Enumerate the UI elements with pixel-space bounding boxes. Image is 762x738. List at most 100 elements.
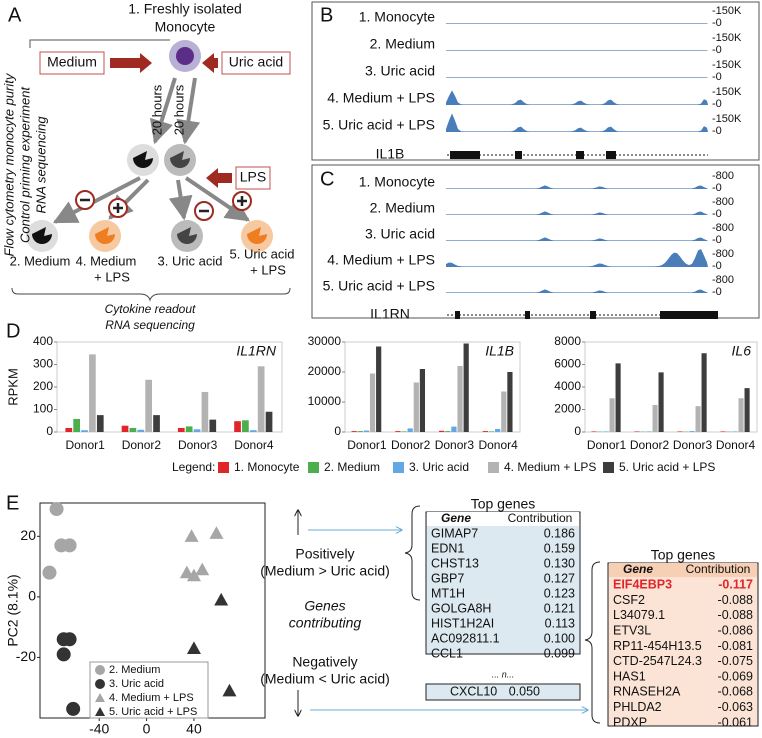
bar xyxy=(591,431,597,432)
annotation: contributing xyxy=(289,615,362,631)
table-cell: 0.099 xyxy=(544,646,575,660)
x-tick-label: Donor2 xyxy=(630,438,670,452)
chart-title: IL1RN xyxy=(236,343,277,359)
x-tick-label: -40 xyxy=(89,721,109,737)
bar xyxy=(419,369,426,432)
table-cell: ETV3L xyxy=(613,623,651,637)
y-tick-label: 300 xyxy=(33,357,53,371)
coverage-track xyxy=(446,185,708,189)
arrow xyxy=(184,176,250,222)
y-tick-label: 20 xyxy=(20,527,36,543)
bar xyxy=(81,430,88,432)
bar xyxy=(463,343,469,432)
table-frame xyxy=(607,562,759,727)
table-cell: -0.117 xyxy=(718,578,753,592)
track-label: 2. Medium xyxy=(370,36,435,52)
panel-frame xyxy=(311,164,760,319)
gene-exon xyxy=(660,311,670,319)
panel-label: C xyxy=(320,168,334,190)
bar xyxy=(457,366,463,432)
legend-label: 5. Uric acid + LPS xyxy=(109,706,197,718)
edge-label: 20 hours xyxy=(171,84,186,135)
table-cell: 0.050 xyxy=(509,684,540,698)
panel-frame xyxy=(311,1,760,161)
legend-marker xyxy=(95,665,105,675)
bar xyxy=(720,431,726,432)
arrow xyxy=(176,77,201,145)
table-cell: -0.075 xyxy=(718,654,753,668)
bar xyxy=(96,415,104,432)
y-tick-label: 6000 xyxy=(554,357,581,371)
track-scale: -0 xyxy=(712,125,722,137)
bar xyxy=(73,418,81,432)
x-tick-label: Donor3 xyxy=(178,438,218,452)
x-tick-label: Donor3 xyxy=(435,438,475,452)
track-scale: -800 xyxy=(712,222,734,234)
panel-label: A xyxy=(8,4,22,26)
table-cell: L34079.1 xyxy=(613,608,665,622)
bar xyxy=(137,429,145,432)
node-label: + LPS xyxy=(94,269,130,284)
gene-exon xyxy=(455,311,460,319)
bar xyxy=(646,431,652,432)
track-scale: -150K xyxy=(712,59,742,71)
sign-icons xyxy=(75,190,252,221)
y-axis-label: PC2 (8.1%) xyxy=(5,574,21,646)
legend-frame xyxy=(89,661,209,719)
bar xyxy=(413,382,419,432)
gene-exon xyxy=(606,151,616,159)
x-tick-label: 40 xyxy=(186,721,202,737)
legend-title: Legend: xyxy=(172,460,215,474)
table-cell: MT1H xyxy=(431,586,465,600)
table-header xyxy=(609,563,757,577)
y-tick-label: 0 xyxy=(28,588,36,604)
track-scale: -150K xyxy=(712,86,742,98)
table-cell: AC092811.1 xyxy=(431,631,500,645)
panel-label: E xyxy=(6,492,19,514)
table-cell: -0.069 xyxy=(718,669,753,683)
track-scale: -0 xyxy=(712,286,722,298)
table-cell: -0.088 xyxy=(718,593,753,607)
coverage-track xyxy=(446,23,708,24)
gene-exon xyxy=(576,151,584,159)
x-tick-label: Donor2 xyxy=(391,438,431,452)
legend-label: 1. Monocyte xyxy=(234,460,300,474)
legend-swatch xyxy=(308,462,319,473)
chart-title: IL1B xyxy=(485,343,514,359)
table-cell: RNASEH2A xyxy=(613,685,681,699)
bar xyxy=(193,429,201,432)
bar xyxy=(177,427,185,432)
node-label: 2. Medium xyxy=(10,253,71,268)
point xyxy=(56,632,71,647)
track-label: 1. Monocyte xyxy=(359,174,435,190)
bar xyxy=(701,353,707,432)
table-ellipsis: ... n... xyxy=(492,669,515,679)
track-label: 4. Medium + LPS xyxy=(327,90,435,106)
bar xyxy=(265,411,273,432)
legend-label: 2. Medium xyxy=(109,664,160,676)
y-tick-label: 100 xyxy=(33,402,53,416)
table-cell: CXCL10 xyxy=(450,684,497,698)
x-tick-label: Donor2 xyxy=(122,438,162,452)
bar xyxy=(185,426,193,432)
side-note: RNA sequencing xyxy=(33,116,48,214)
y-tick-label: 8000 xyxy=(554,334,581,348)
bar xyxy=(609,398,615,432)
table-header-cell: Gene xyxy=(623,562,653,576)
node-label: Monocyte xyxy=(155,19,216,35)
bar xyxy=(488,431,495,432)
brace xyxy=(404,505,421,601)
legend-swatch xyxy=(218,462,229,473)
table-cell: CSF2 xyxy=(613,593,645,607)
bar xyxy=(376,346,382,432)
gene-exon xyxy=(515,151,522,159)
table-header xyxy=(427,512,579,526)
gene-exon xyxy=(525,311,530,319)
bar xyxy=(209,419,217,432)
chart-title: IL6 xyxy=(732,343,752,359)
bar xyxy=(121,425,129,432)
point xyxy=(56,647,71,662)
table-cell: RP11-454H13.5 xyxy=(613,639,702,653)
gene-label: IL1RN xyxy=(370,306,410,322)
